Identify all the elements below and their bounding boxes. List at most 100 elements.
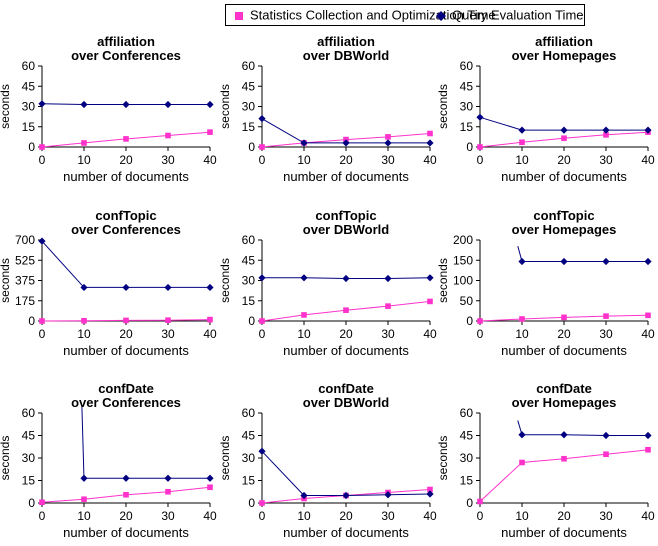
query-point: [342, 491, 350, 500]
query-point: [164, 100, 172, 109]
x-tick-label: 20: [339, 153, 353, 167]
y-tick-label: 45: [460, 79, 474, 93]
query-point: [518, 431, 526, 439]
x-tick-label: 20: [557, 153, 571, 167]
query-point: [342, 139, 350, 147]
query-point: [164, 474, 172, 482]
x-tick-label: 20: [339, 327, 353, 341]
query-point: [258, 115, 266, 123]
chart-title-line: over DBWorld: [303, 48, 389, 63]
y-tick-label: 45: [22, 429, 36, 443]
query-point: [80, 283, 88, 292]
y-tick-label: 15: [460, 120, 474, 134]
stats-point: [343, 307, 349, 313]
x-tick-label: 0: [259, 509, 266, 523]
chart-title-line: confTopic: [95, 208, 156, 223]
x-axis-label: number of documents: [501, 169, 627, 184]
stats-point: [81, 496, 87, 503]
y-tick-label: 0: [466, 496, 473, 510]
y-tick-label: 15: [22, 120, 36, 134]
y-axis-label: seconds: [0, 258, 12, 303]
stats-point: [603, 132, 609, 138]
y-axis-label: seconds: [436, 84, 450, 129]
pink-square-marker-icon: [235, 11, 243, 20]
stats-point: [477, 498, 483, 505]
query-point: [164, 283, 172, 292]
query-point: [426, 490, 434, 498]
y-tick-label: 30: [242, 274, 256, 288]
x-tick-label: 0: [477, 509, 484, 523]
y-tick-label: 0: [248, 496, 255, 510]
query-point: [602, 126, 610, 134]
query-point: [80, 100, 88, 109]
x-axis-label: number of documents: [501, 343, 627, 358]
y-tick-label: 45: [460, 429, 474, 443]
y-tick-label: 60: [242, 406, 256, 420]
y-tick-label: 0: [28, 496, 35, 510]
y-tick-label: 30: [460, 451, 474, 465]
stats-point: [519, 139, 525, 146]
x-tick-label: 0: [259, 327, 266, 341]
y-tick-label: 45: [242, 253, 256, 267]
y-tick-label: 0: [28, 140, 35, 154]
x-tick-label: 30: [161, 327, 175, 341]
stats-point: [603, 313, 609, 319]
x-tick-label: 40: [423, 153, 437, 167]
legend-item-stats: Statistics Collection and Optimization T…: [234, 7, 496, 24]
query-point: [644, 126, 652, 134]
y-tick-label: 45: [242, 79, 256, 93]
x-tick-label: 10: [515, 327, 529, 341]
chart-title-line: over Conferences: [71, 395, 181, 410]
legend-item-query: Query Evaluation Time: [436, 7, 584, 24]
y-tick-label: 30: [22, 451, 36, 465]
x-tick-label: 0: [39, 327, 46, 341]
query-point: [476, 113, 484, 121]
y-tick-label: 200: [453, 233, 473, 247]
x-tick-label: 20: [119, 509, 133, 523]
stats-point: [165, 132, 171, 139]
stats-point: [385, 303, 391, 309]
query-point: [560, 431, 568, 439]
x-axis-label: number of documents: [63, 525, 189, 540]
chart-title-line: confDate: [536, 381, 592, 396]
y-tick-label: 15: [460, 474, 474, 488]
x-tick-label: 0: [477, 327, 484, 341]
query-series-line: [261, 450, 431, 496]
x-tick-label: 30: [599, 153, 613, 167]
x-tick-label: 10: [77, 509, 91, 523]
x-tick-label: 40: [423, 327, 437, 341]
y-tick-label: 60: [242, 233, 256, 247]
stats-point: [123, 491, 129, 498]
stats-point: [81, 317, 87, 324]
query-point: [560, 257, 568, 266]
query-series-line: [517, 245, 648, 262]
chart-title-line: affiliation: [97, 34, 155, 49]
y-tick-label: 15: [242, 294, 256, 308]
stats-point: [259, 318, 265, 324]
y-tick-label: 50: [460, 294, 474, 308]
stats-point: [39, 144, 45, 150]
stats-point: [519, 316, 525, 322]
query-point: [80, 474, 88, 482]
query-point: [518, 126, 526, 134]
y-tick-label: 60: [460, 59, 474, 73]
x-tick-label: 30: [599, 509, 613, 523]
x-tick-label: 20: [339, 509, 353, 523]
x-tick-label: 40: [203, 509, 217, 523]
y-tick-label: 45: [22, 79, 36, 93]
query-point: [644, 431, 652, 440]
y-tick-label: 30: [460, 100, 474, 114]
stats-point: [207, 129, 213, 135]
stats-point: [477, 144, 483, 150]
stats-point: [561, 455, 567, 462]
chart-title-line: confDate: [318, 381, 374, 396]
x-tick-label: 0: [39, 509, 46, 523]
y-tick-label: 15: [242, 474, 256, 488]
x-tick-label: 20: [557, 327, 571, 341]
stats-point: [427, 298, 433, 305]
y-tick-label: 100: [453, 274, 473, 288]
x-tick-label: 0: [39, 153, 46, 167]
